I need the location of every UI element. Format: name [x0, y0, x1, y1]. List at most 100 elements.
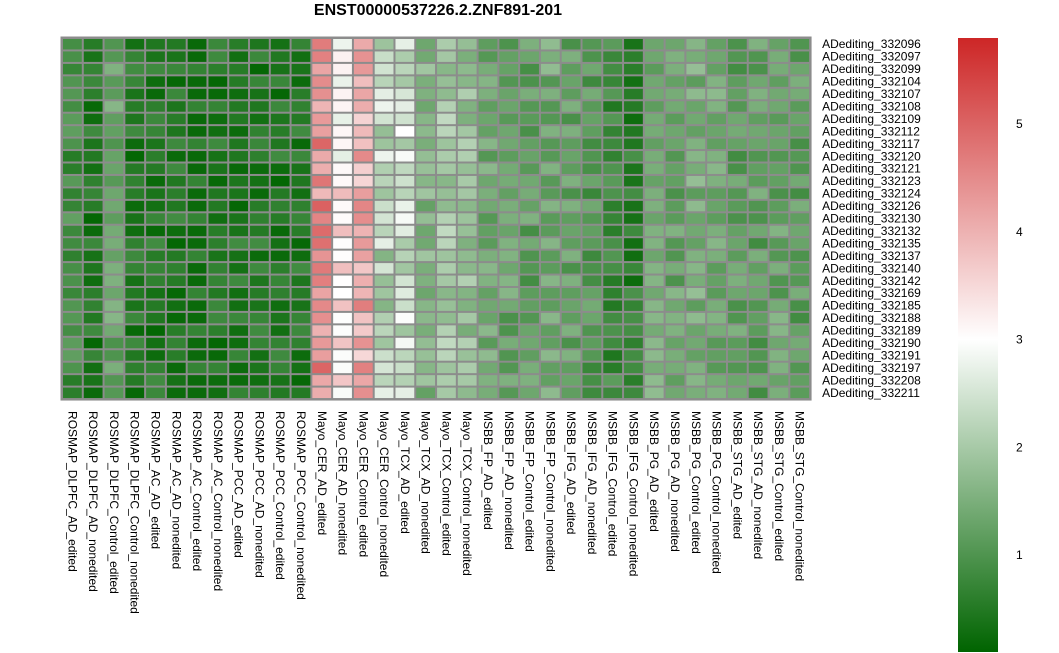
heatmap-cell: ADediting_332112 / ROSMAP_DLPFC_Control_… — [125, 126, 145, 137]
heatmap-cell: ADediting_332109 / MSBB_PG_Control_noned… — [707, 113, 726, 125]
heatmap-cell: ADediting_332130 / ROSMAP_PCC_Control_ed… — [270, 213, 290, 224]
heatmap-cell: ADediting_332169 / Mayo_CER_AD_edited: 4… — [312, 288, 332, 299]
heatmap-cell: ADediting_332132 / MSBB_STG_AD_edited: 1… — [727, 225, 747, 237]
heatmap-cell: ADediting_332124 / Mayo_CER_AD_nonedited… — [333, 188, 352, 199]
heatmap-cell: ADediting_332117 / MSBB_STG_Control_edit… — [769, 138, 789, 150]
heatmap-cell: ADediting_332185 / MSBB_IFG_AD_edited: 1… — [561, 300, 581, 311]
heatmap-cell: ADediting_332104 / ROSMAP_DLPFC_AD_noned… — [83, 76, 103, 87]
heatmap-cell: ADediting_332126 / MSBB_STG_AD_nonedited… — [748, 200, 768, 212]
legend-tick-label: 5 — [1016, 117, 1023, 131]
heatmap-cell: ADediting_332169 / ROSMAP_DLPFC_AD_edite… — [63, 288, 82, 299]
heatmap-cell: ADediting_332099 / MSBB_IFG_AD_edited: 1… — [561, 63, 581, 75]
heatmap-cell: ADediting_332191 / ROSMAP_DLPFC_Control_… — [104, 350, 124, 361]
heatmap-cell: ADediting_332126 / MSBB_IFG_AD_nonedited… — [582, 200, 602, 212]
heatmap-cell: ADediting_332208 / MSBB_PG_Control_noned… — [707, 375, 726, 386]
heatmap-cell: ADediting_332097 / MSBB_IFG_Control_edit… — [603, 51, 623, 62]
heatmap-cell: ADediting_332169 / MSBB_PG_Control_noned… — [707, 288, 726, 299]
heatmap-cell: ADediting_332126 / MSBB_PG_Control_edite… — [686, 200, 706, 212]
heatmap-cell: ADediting_332140 / Mayo_CER_Control_none… — [374, 263, 394, 274]
heatmap-cell: ADediting_332109 / MSBB_FP_AD_edited: 1.… — [478, 113, 498, 125]
heatmap-cell: ADediting_332121 / ROSMAP_PCC_AD_nonedit… — [250, 163, 269, 174]
heatmap-cell: ADediting_332185 / Mayo_TCX_AD_nonedited… — [416, 300, 436, 311]
column-label: ROSMAP_PCC_Control_edited — [273, 411, 287, 580]
heatmap-cell: ADediting_332185 / ROSMAP_AC_AD_edited: … — [146, 300, 165, 311]
heatmap-cell: ADediting_332108 / MSBB_STG_Control_edit… — [769, 101, 789, 112]
heatmap-cell: ADediting_332096 / MSBB_IFG_Control_none… — [624, 39, 643, 50]
row-label: ADediting_332117 — [822, 137, 920, 151]
heatmap-cells: ADediting_332096 / ROSMAP_DLPFC_AD_edite… — [60, 36, 812, 401]
heatmap-cell: ADediting_332197 / MSBB_PG_Control_noned… — [707, 362, 726, 374]
heatmap-cell: ADediting_332189 / MSBB_STG_Control_edit… — [769, 325, 789, 336]
heatmap-cell: ADediting_332120 / MSBB_IFG_AD_nonedited… — [582, 151, 602, 162]
heatmap-cell: ADediting_332142 / Mayo_CER_AD_nonedited… — [333, 275, 352, 286]
heatmap-cell: ADediting_332208 / MSBB_IFG_AD_nonedited… — [582, 375, 602, 386]
heatmap-cell: ADediting_332185 / MSBB_PG_AD_nonedited:… — [665, 300, 685, 311]
heatmap-cell: ADediting_332130 / ROSMAP_AC_Control_edi… — [187, 213, 207, 224]
heatmap-cell: ADediting_332120 / ROSMAP_AC_Control_non… — [208, 151, 228, 162]
heatmap-cell: ADediting_332109 / MSBB_PG_Control_edite… — [686, 113, 706, 125]
heatmap-cell: ADediting_332142 / ROSMAP_PCC_AD_edited:… — [229, 275, 249, 286]
heatmap-cell: ADediting_332197 / ROSMAP_DLPFC_Control_… — [125, 362, 145, 374]
heatmap-cell: ADediting_332104 / Mayo_CER_Control_none… — [374, 76, 394, 87]
row-label: ADediting_332130 — [822, 212, 921, 226]
heatmap-cell: ADediting_332142 / MSBB_IFG_AD_nonedited… — [582, 275, 602, 286]
heatmap-cell: ADediting_332096 / Mayo_TCX_Control_none… — [457, 39, 477, 50]
heatmap-cell: ADediting_332137 / Mayo_CER_AD_edited: 4… — [312, 250, 332, 262]
heatmap-cell: ADediting_332109 / Mayo_CER_Control_edit… — [353, 113, 373, 125]
heatmap-cell: ADediting_332132 / MSBB_PG_Control_noned… — [707, 225, 726, 237]
heatmap-cell: ADediting_332142 / ROSMAP_DLPFC_Control_… — [104, 275, 124, 286]
heatmap-cell: ADediting_332135 / MSBB_PG_AD_edited: 1.… — [644, 238, 664, 249]
heatmap-cell: ADediting_332169 / Mayo_TCX_Control_edit… — [437, 288, 456, 299]
heatmap-cell: ADediting_332120 / Mayo_CER_Control_edit… — [353, 151, 373, 162]
heatmap-cell: ADediting_332109 / Mayo_TCX_Control_edit… — [437, 113, 456, 125]
heatmap-cell: ADediting_332112 / MSBB_STG_AD_nonedited… — [748, 126, 768, 137]
heatmap-cell: ADediting_332188 / MSBB_STG_Control_edit… — [769, 312, 789, 324]
heatmap-cell: ADediting_332107 / ROSMAP_DLPFC_Control_… — [104, 88, 124, 100]
heatmap-cell: ADediting_332208 / MSBB_FP_Control_edite… — [520, 375, 539, 386]
heatmap-cell: ADediting_332130 / ROSMAP_DLPFC_Control_… — [104, 213, 124, 224]
heatmap-cell: ADediting_332097 / ROSMAP_PCC_AD_nonedit… — [250, 51, 269, 62]
heatmap-cell: ADediting_332140 / MSBB_IFG_AD_edited: 0… — [561, 263, 581, 274]
heatmap-cell: ADediting_332185 / ROSMAP_PCC_AD_edited:… — [229, 300, 249, 311]
heatmap-cell: ADediting_332123 / ROSMAP_DLPFC_Control_… — [125, 175, 145, 187]
heatmap-cell: ADediting_332197 / Mayo_TCX_AD_edited: 2… — [395, 362, 415, 374]
heatmap-cell: ADediting_332208 / MSBB_STG_Control_edit… — [769, 375, 789, 386]
heatmap-cell: ADediting_332208 / MSBB_FP_AD_edited: 1.… — [478, 375, 498, 386]
heatmap-cell: ADediting_332107 / ROSMAP_PCC_AD_edited:… — [229, 88, 249, 100]
heatmap-cell: ADediting_332097 / MSBB_PG_AD_nonedited:… — [665, 51, 685, 62]
heatmap-cell: ADediting_332107 / ROSMAP_PCC_AD_nonedit… — [250, 88, 269, 100]
heatmap-cell: ADediting_332135 / MSBB_IFG_Control_edit… — [603, 238, 623, 249]
heatmap-cell: ADediting_332108 / MSBB_FP_Control_edite… — [520, 101, 539, 112]
row-label: ADediting_332109 — [822, 112, 921, 126]
row-label: ADediting_332197 — [822, 361, 921, 375]
heatmap-cell: ADediting_332188 / MSBB_IFG_Control_edit… — [603, 312, 623, 324]
column-label: ROSMAP_DLPFC_AD_edited — [65, 411, 79, 572]
heatmap-cell: ADediting_332124 / MSBB_PG_AD_edited: 1.… — [644, 188, 664, 199]
heatmap-cell: ADediting_332132 / ROSMAP_PCC_AD_nonedit… — [250, 225, 269, 237]
heatmap-cell: ADediting_332211 / MSBB_IFG_AD_nonedited… — [582, 387, 602, 399]
heatmap-cell: ADediting_332123 / MSBB_FP_Control_edite… — [520, 175, 539, 187]
heatmap-cell: ADediting_332169 / ROSMAP_PCC_AD_edited:… — [229, 288, 249, 299]
legend-color-bar — [958, 38, 998, 652]
heatmap-cell: ADediting_332137 / MSBB_IFG_Control_none… — [624, 250, 643, 262]
heatmap-cell: ADediting_332132 / ROSMAP_PCC_Control_no… — [291, 225, 311, 237]
heatmap-cell: ADediting_332197 / ROSMAP_AC_Control_edi… — [187, 362, 207, 374]
heatmap-cell: ADediting_332099 / ROSMAP_DLPFC_AD_edite… — [63, 63, 82, 75]
heatmap-cell: ADediting_332130 / ROSMAP_PCC_Control_no… — [291, 213, 311, 224]
heatmap-cell: ADediting_332117 / MSBB_FP_AD_nonedited:… — [499, 138, 519, 150]
heatmap-cell: ADediting_332137 / ROSMAP_PCC_Control_no… — [291, 250, 311, 262]
column-label: ROSMAP_PCC_Control_nonedited — [294, 411, 308, 600]
heatmap-cell: ADediting_332191 / Mayo_TCX_AD_edited: 2… — [395, 350, 415, 361]
heatmap-cell: ADediting_332132 / ROSMAP_DLPFC_AD_edite… — [63, 225, 82, 237]
heatmap-cell: ADediting_332126 / MSBB_IFG_AD_edited: 1… — [561, 200, 581, 212]
heatmap-cell: ADediting_332124 / MSBB_STG_Control_edit… — [769, 188, 789, 199]
heatmap-cell: ADediting_332096 / ROSMAP_PCC_Control_no… — [291, 39, 311, 50]
heatmap-cell: ADediting_332120 / ROSMAP_AC_AD_edited: … — [146, 151, 165, 162]
heatmap-cell: ADediting_332124 / ROSMAP_PCC_AD_edited:… — [229, 188, 249, 199]
heatmap-cell: ADediting_332208 / Mayo_TCX_Control_edit… — [437, 375, 456, 386]
heatmap-cell: ADediting_332132 / ROSMAP_PCC_AD_edited:… — [229, 225, 249, 237]
heatmap-cell: ADediting_332097 / MSBB_FP_Control_noned… — [540, 51, 560, 62]
heatmap-cell: ADediting_332185 / MSBB_IFG_Control_edit… — [603, 300, 623, 311]
heatmap-cell: ADediting_332104 / MSBB_FP_Control_edite… — [520, 76, 539, 87]
heatmap-cell: ADediting_332104 / MSBB_IFG_AD_edited: 1… — [561, 76, 581, 87]
